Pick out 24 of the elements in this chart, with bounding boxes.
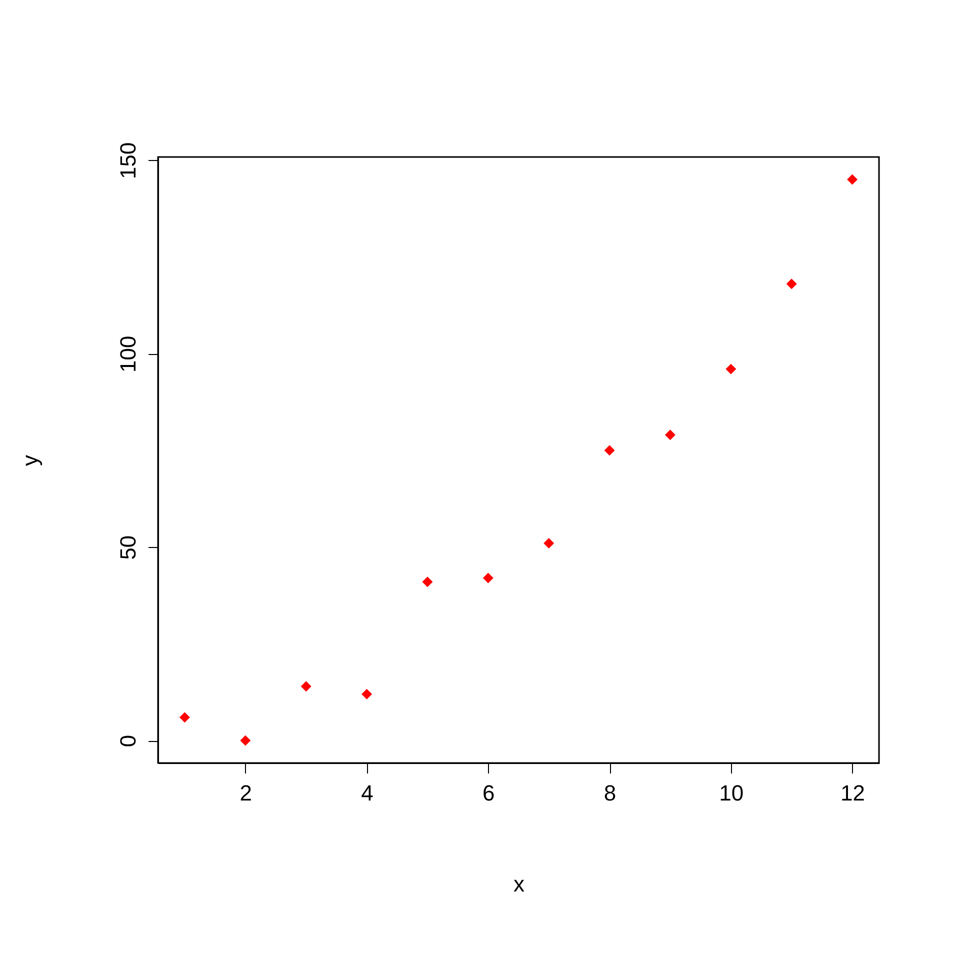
point — [179, 712, 190, 723]
point — [300, 681, 312, 692]
y-tick-label: 150 — [116, 142, 140, 179]
x-tick-label: 6 — [482, 780, 495, 806]
point — [362, 688, 372, 700]
point — [482, 572, 494, 584]
x-tick-label: 12 — [840, 780, 866, 806]
point — [604, 445, 615, 456]
y-tick-label: 50 — [116, 535, 140, 560]
x-tick-label: 2 — [240, 780, 252, 806]
point — [726, 364, 736, 374]
point — [664, 430, 676, 440]
point — [240, 735, 251, 746]
y-axis-title: y — [18, 455, 42, 466]
point — [786, 278, 797, 290]
x-tick-label: 10 — [719, 780, 744, 806]
x-tick-label: 4 — [361, 780, 374, 806]
point — [544, 538, 554, 548]
y-tick-label: 0 — [116, 734, 140, 748]
y-tick-label: 100 — [116, 336, 140, 372]
point — [422, 576, 433, 588]
point — [847, 174, 858, 185]
x-tick-label: 8 — [604, 780, 616, 806]
x-axis-title: x — [514, 872, 524, 896]
